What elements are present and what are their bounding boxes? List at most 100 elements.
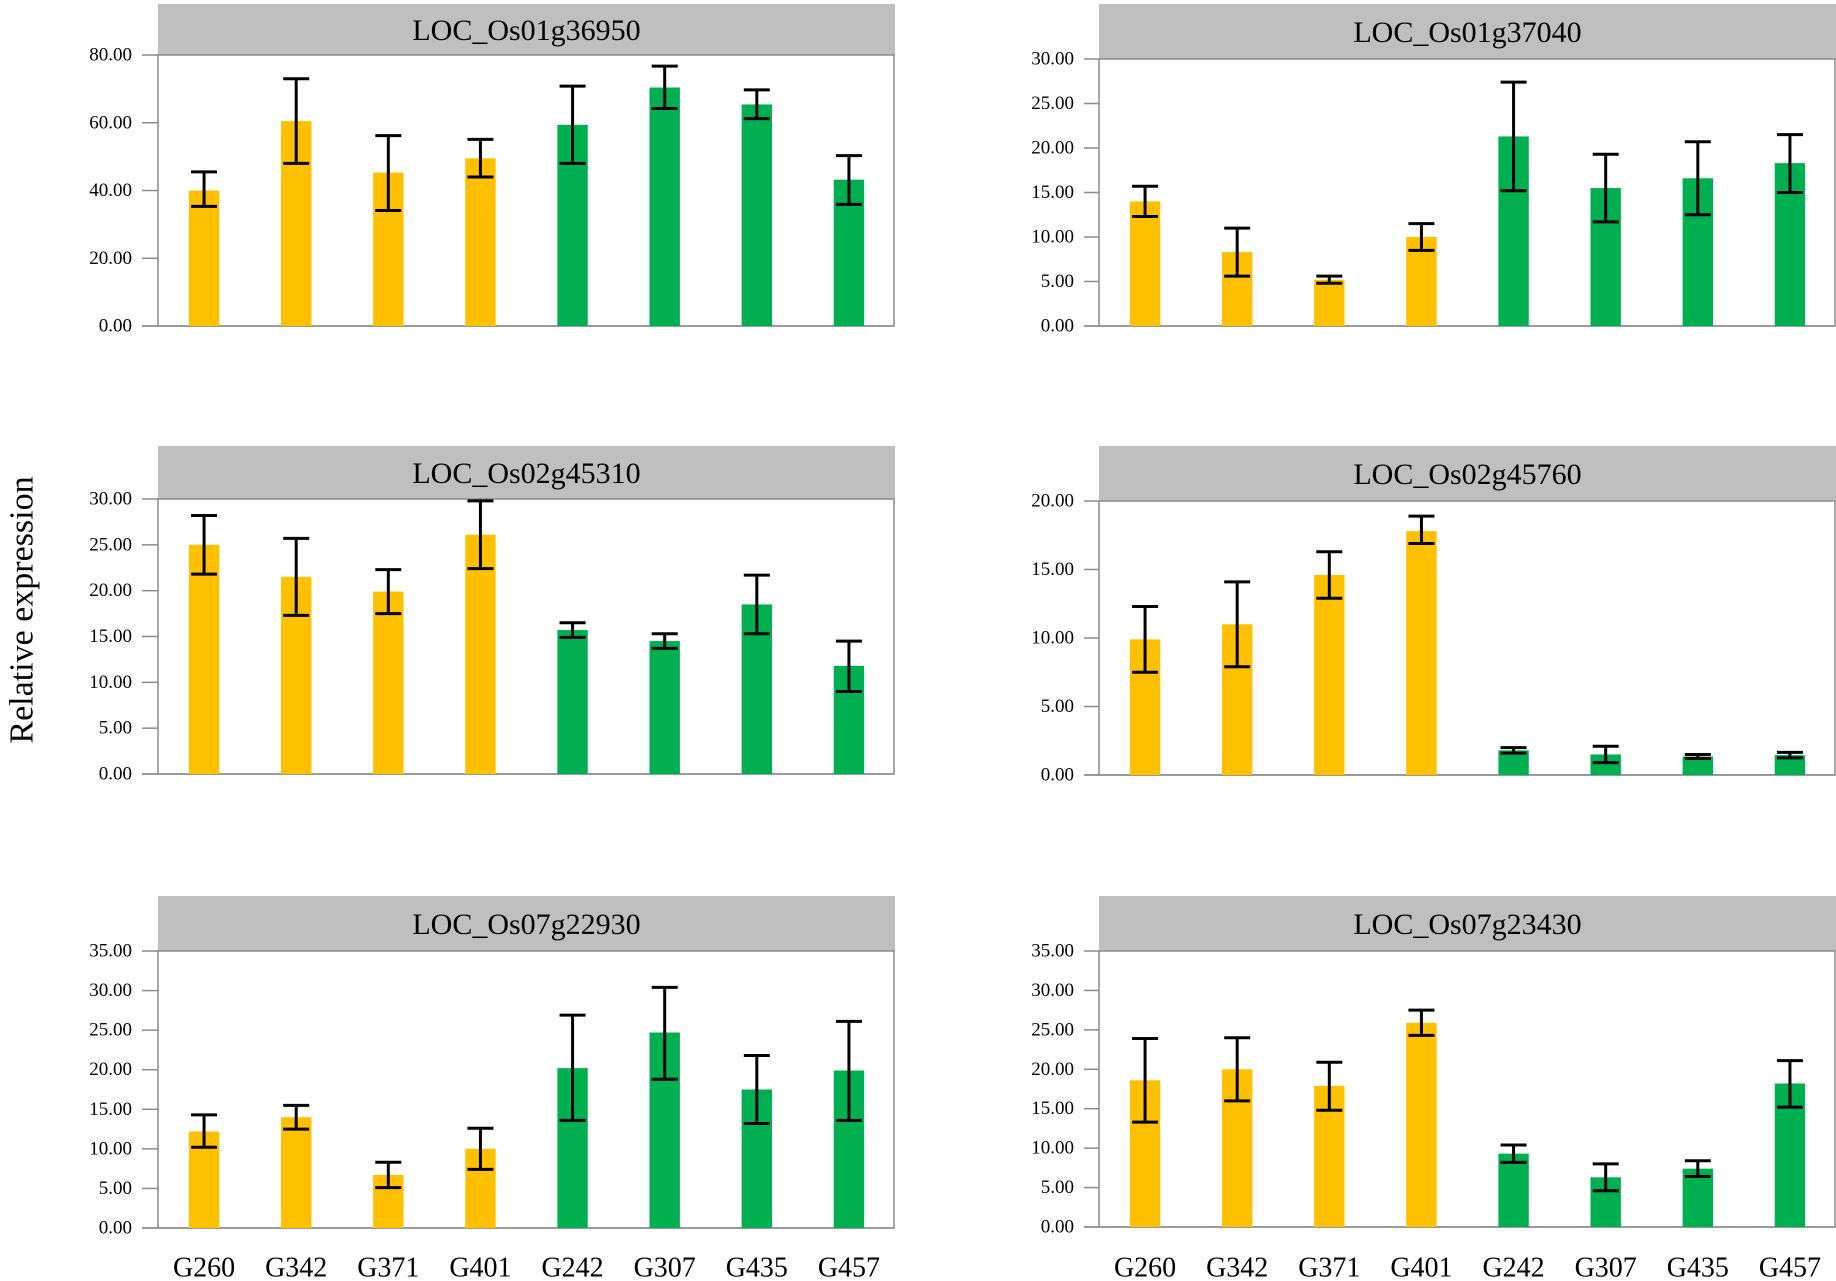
y-tick-label: 30.00 [89,980,132,1001]
y-tick-label: 30.00 [89,489,132,510]
error-bar-g242 [559,1013,586,1122]
error-bar-g260 [191,170,218,208]
category-labels: G260 G342 G371 G401 G242 G307 G435 G457 [1114,1253,1821,1281]
error-bars [191,985,862,1190]
y-tick-label: 10.00 [89,672,132,693]
error-bars [1132,80,1803,285]
error-bar-g401 [1408,514,1435,545]
category-label-g401: G401 [449,1253,511,1281]
panel-title: LOC_Os07g22930 [412,908,640,941]
error-bar-g342 [1224,1036,1251,1103]
y-tick-label: 5.00 [99,1178,132,1199]
bar-g371 [1314,574,1345,775]
error-bar-g342 [283,1103,310,1131]
y-ticks: 0.00 5.00 10.00 15.00 20.00 25.00 30.00 [89,489,158,785]
error-bar-g435 [1684,752,1711,761]
category-label-g457: G457 [1759,1253,1821,1281]
plot-area [1098,950,1836,1228]
panel-title: LOC_Os01g36950 [412,14,640,47]
error-bar-g457 [835,1019,862,1122]
category-label-g242: G242 [541,1253,603,1281]
y-tick-label: 35.00 [1031,941,1074,962]
category-label-g435: G435 [726,1253,788,1281]
y-tick-label: 0.00 [1041,765,1074,786]
y-tick-label: 5.00 [1041,271,1074,292]
y-ticks: 0.00 20.00 40.00 60.00 80.00 [89,45,158,337]
error-bar-g401 [467,137,494,179]
y-tick-label: 0.00 [99,316,132,337]
error-bar-g457 [1776,1059,1803,1109]
error-bar-g307 [1592,744,1619,765]
error-bar-g260 [191,514,218,576]
error-bar-g242 [559,621,586,639]
y-tick-label: 5.00 [99,718,132,739]
y-tick-label: 10.00 [89,1138,132,1159]
error-bar-g435 [743,1053,770,1126]
bar-g260 [188,190,220,326]
error-bar-g435 [1684,140,1711,217]
error-bar-g371 [375,568,402,616]
category-label-g260: G260 [1114,1253,1176,1281]
category-label-g260: G260 [173,1253,235,1281]
y-tick-label: 10.00 [1031,1138,1074,1159]
category-label-g307: G307 [1575,1253,1637,1281]
y-tick-label: 25.00 [1031,1019,1074,1040]
plot-area [157,54,895,327]
error-bar-g260 [1132,1037,1159,1124]
bar-g242 [1498,1153,1529,1227]
category-label-g457: G457 [818,1253,880,1281]
bar-g307 [649,87,680,327]
error-bars [1132,514,1803,765]
bars [188,1032,865,1228]
category-label-g342: G342 [1206,1253,1268,1281]
bar-g457 [1774,755,1806,775]
y-tick-label: 0.00 [99,764,132,785]
error-bar-g260 [1132,184,1159,219]
bar-g435 [1682,756,1714,775]
bar-g242 [557,630,588,774]
y-tick-label: 15.00 [89,626,132,647]
category-label-g371: G371 [357,1253,419,1281]
error-bar-g435 [743,573,770,636]
bars [188,534,865,774]
y-ticks: 0.00 5.00 10.00 15.00 20.00 25.00 30.00 35.00 [1031,941,1099,1238]
bar-g371 [373,591,404,774]
y-tick-label: 0.00 [1041,316,1074,337]
category-label-g371: G371 [1298,1253,1360,1281]
error-bar-g435 [1684,1159,1711,1179]
y-tick-label: 5.00 [1041,696,1074,717]
chart-panel-os01g36950: LOC_Os01g36950 0.00 20.00 40.00 60.00 80.00 [89,4,895,337]
panel-header [1099,896,1836,951]
plot-area [1098,58,1836,327]
panel-title: LOC_Os02g45760 [1353,458,1581,491]
y-tick-label: 80.00 [89,45,132,66]
y-tick-label: 0.00 [99,1218,132,1239]
bar-g401 [1406,1022,1437,1227]
error-bar-g307 [651,64,678,111]
y-axis-title: Relative expression [4,476,41,743]
bars [1129,531,1806,775]
bar-g307 [1590,754,1621,775]
plot-area [157,950,895,1229]
y-tick-label: 60.00 [89,112,132,133]
error-bar-g401 [467,1126,494,1171]
error-bars [1132,1008,1803,1193]
error-bar-g435 [743,88,770,121]
y-tick-label: 25.00 [89,1020,132,1041]
error-bar-g457 [835,154,862,206]
error-bars [191,499,862,693]
error-bar-g342 [283,536,310,617]
chart-panel-os01g37040: LOC_Os01g37040 0.00 5.00 10.00 15.00 20.00 25… [1031,4,1836,337]
y-tick-label: 20.00 [1031,491,1074,512]
panel-header [1099,4,1836,59]
panel-header [1099,446,1836,501]
y-tick-label: 10.00 [1031,227,1074,248]
error-bar-g371 [1316,550,1343,600]
y-tick-label: 20.00 [89,580,132,601]
y-tick-label: 10.00 [1031,628,1074,649]
y-tick-label: 25.00 [1031,93,1074,114]
error-bar-g401 [1408,222,1435,252]
y-tick-label: 20.00 [89,1059,132,1080]
y-tick-label: 30.00 [1031,49,1074,70]
